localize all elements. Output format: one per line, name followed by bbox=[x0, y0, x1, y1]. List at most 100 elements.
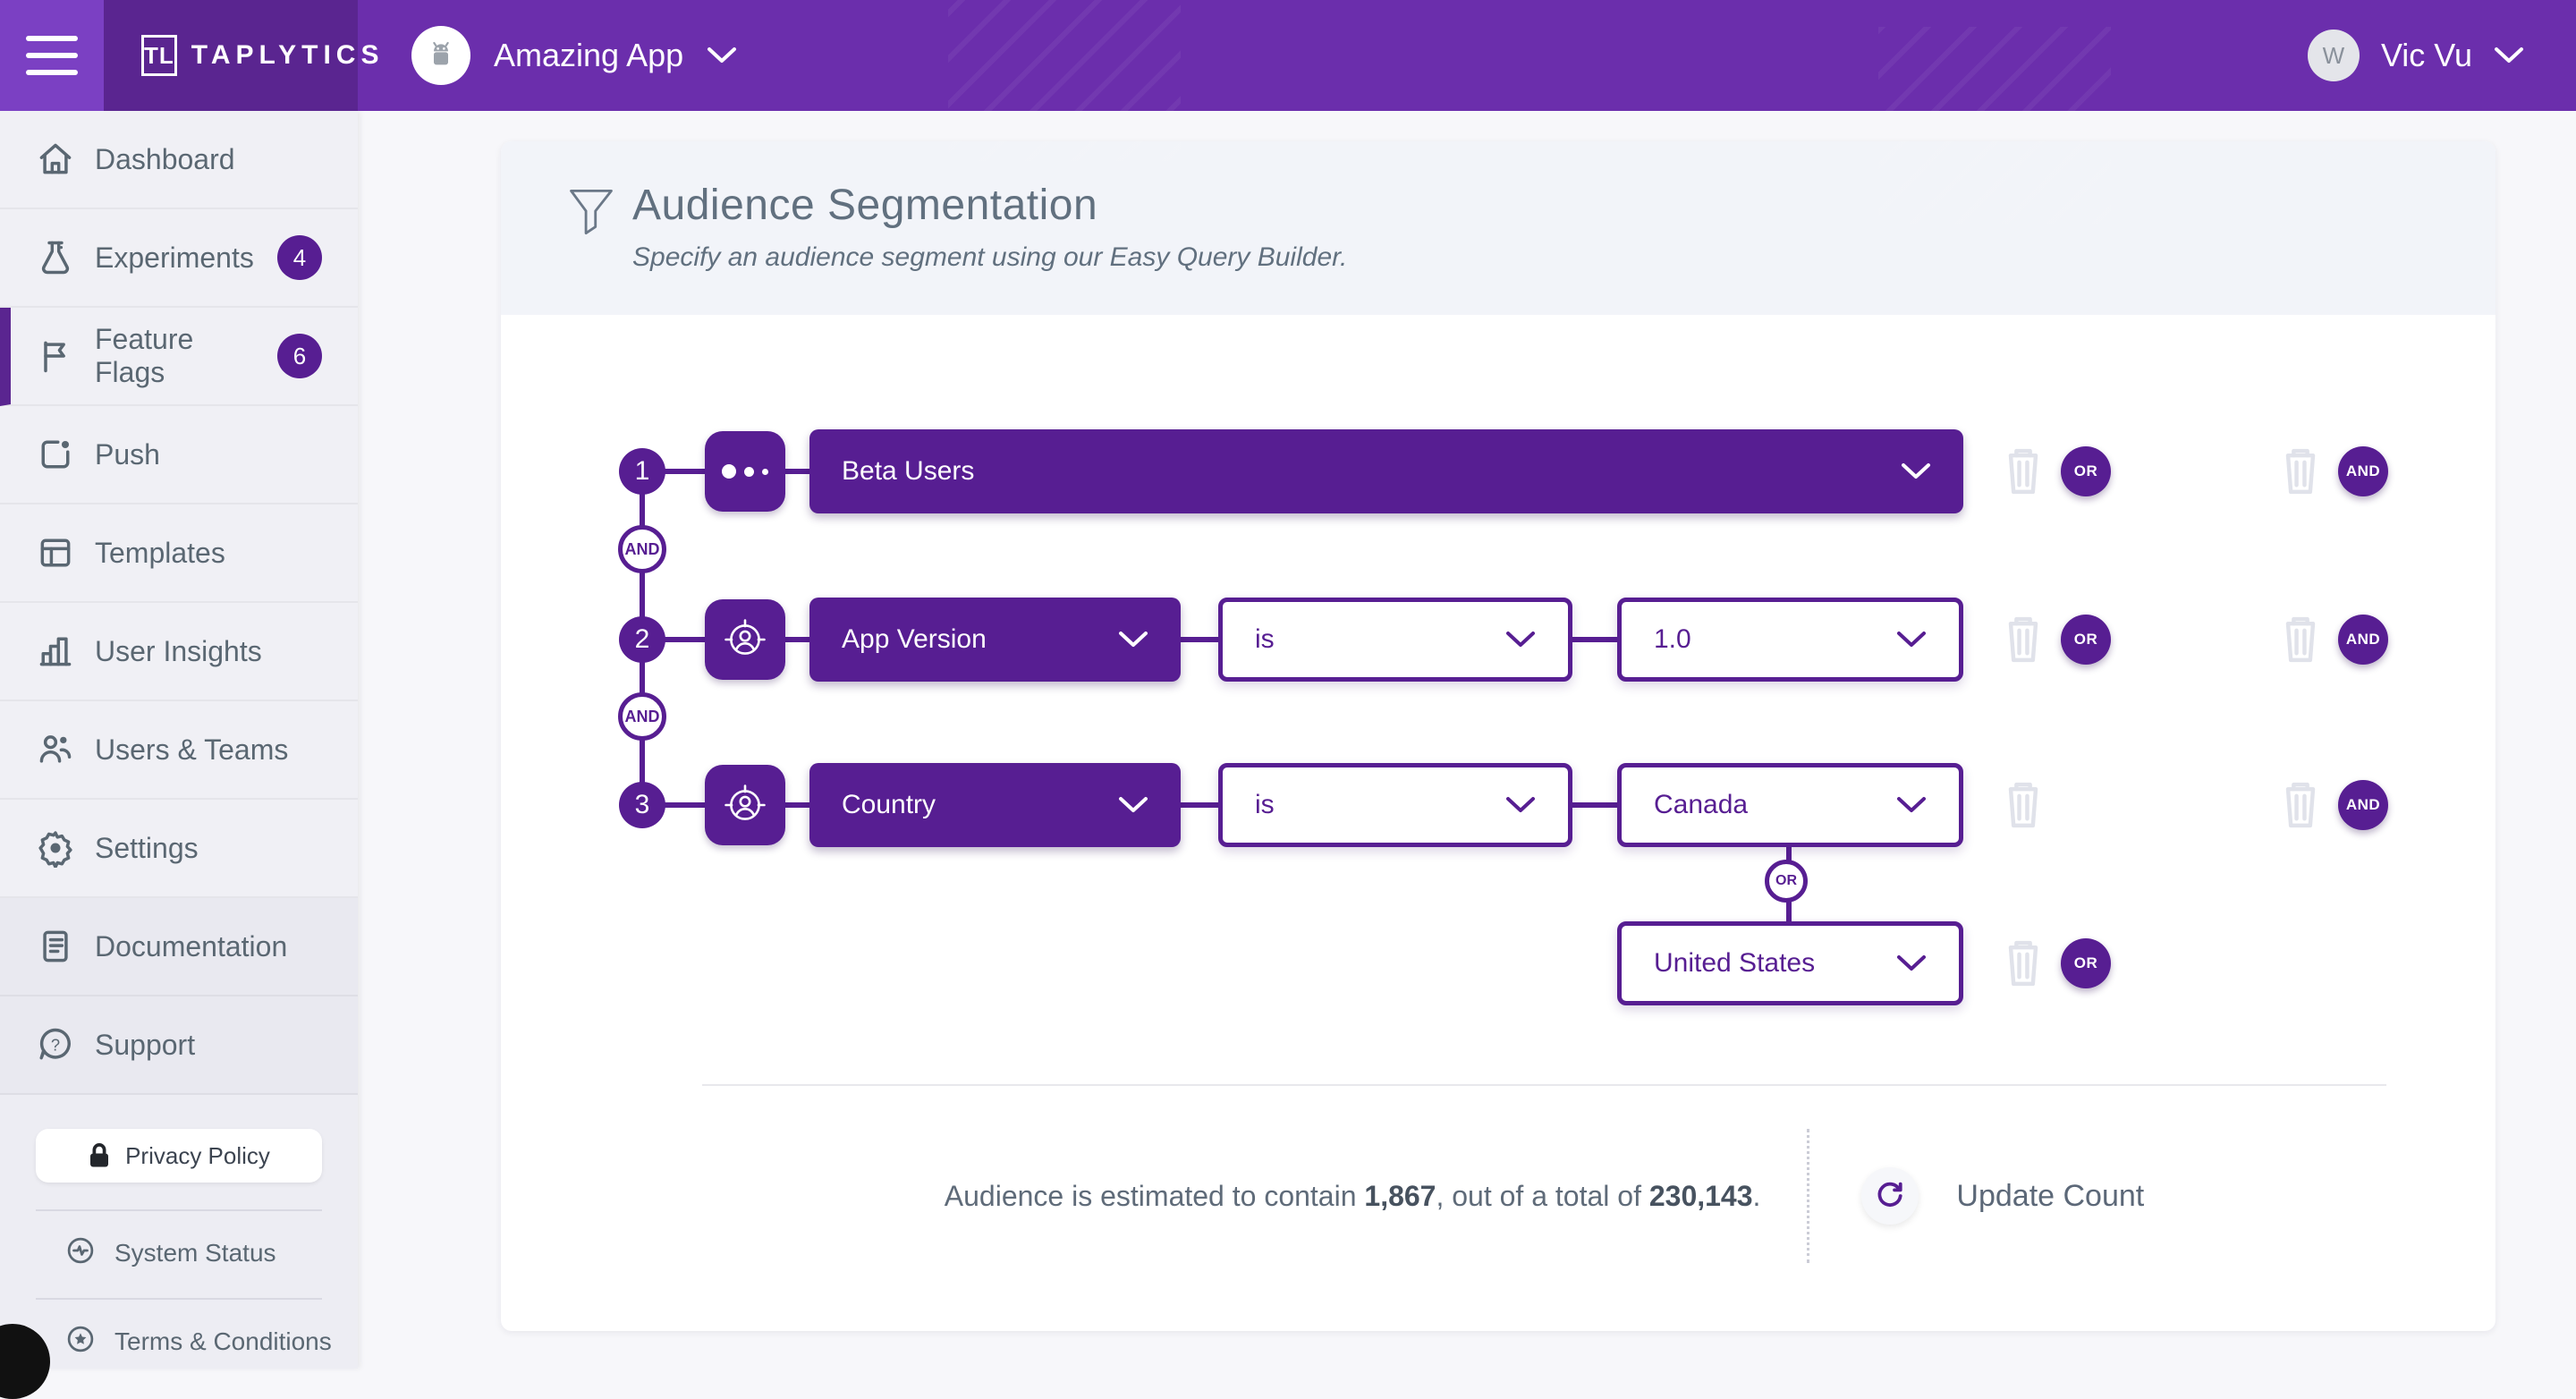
sidebar-item-push[interactable]: Push bbox=[0, 406, 358, 504]
dotted-divider bbox=[1807, 1129, 1809, 1263]
avatar: W bbox=[2308, 30, 2360, 81]
or-badge[interactable]: OR bbox=[2061, 446, 2111, 496]
trash-icon[interactable] bbox=[2003, 938, 2044, 988]
estimate-count: 1,867 bbox=[1364, 1180, 1436, 1212]
sidebar-item-users-teams[interactable]: Users & Teams bbox=[0, 701, 358, 800]
connector-line bbox=[1181, 802, 1218, 808]
push-icon bbox=[36, 435, 75, 474]
hamburger-menu-button[interactable] bbox=[0, 0, 104, 111]
chevron-down-icon bbox=[1118, 631, 1148, 649]
terms-conditions-link[interactable]: Terms & Conditions bbox=[0, 1323, 358, 1360]
divider bbox=[702, 1084, 2386, 1086]
row-number: 1 bbox=[619, 448, 665, 495]
operator-dropdown[interactable]: is bbox=[1218, 598, 1572, 682]
privacy-policy-label: Privacy Policy bbox=[125, 1142, 270, 1170]
refresh-icon bbox=[1873, 1179, 1907, 1213]
system-status-label: System Status bbox=[114, 1239, 276, 1268]
value-dropdown-value: Canada bbox=[1654, 790, 1748, 820]
sidebar-item-label: Push bbox=[95, 438, 358, 471]
taplytics-logo[interactable]: TL TAPLYTICS bbox=[104, 0, 358, 111]
and-badge[interactable]: AND bbox=[2338, 615, 2388, 665]
document-icon bbox=[36, 927, 75, 966]
topbar-stripe-decoration bbox=[1878, 27, 2111, 224]
terms-conditions-label: Terms & Conditions bbox=[114, 1327, 332, 1356]
experiments-count-badge: 4 bbox=[277, 235, 322, 280]
row-number: 3 bbox=[619, 782, 665, 828]
sidebar-item-label: User Insights bbox=[95, 635, 358, 668]
sidebar-item-experiments[interactable]: Experiments 4 bbox=[0, 209, 358, 308]
gear-icon bbox=[36, 828, 75, 868]
main-content: Audience Segmentation Specify an audienc… bbox=[358, 111, 2576, 1369]
or-connector[interactable]: OR bbox=[1765, 860, 1808, 903]
topbar-stripe-decoration bbox=[948, 0, 1181, 161]
chevron-down-icon bbox=[1896, 796, 1927, 814]
sidebar-item-user-insights[interactable]: User Insights bbox=[0, 603, 358, 701]
trash-icon[interactable] bbox=[2003, 446, 2044, 496]
sidebar-item-templates[interactable]: Templates bbox=[0, 504, 358, 603]
sidebar-item-label: Dashboard bbox=[95, 143, 358, 176]
divider bbox=[36, 1298, 322, 1300]
attribute-dropdown[interactable]: App Version bbox=[809, 598, 1181, 682]
users-icon bbox=[36, 730, 75, 769]
sidebar-item-label: Users & Teams bbox=[95, 733, 358, 767]
value-dropdown[interactable]: 1.0 bbox=[1617, 598, 1963, 682]
or-badge[interactable]: OR bbox=[2061, 615, 2111, 665]
and-connector[interactable]: AND bbox=[618, 692, 666, 741]
and-badge[interactable]: AND bbox=[2338, 780, 2388, 830]
or-badge[interactable]: OR bbox=[2061, 938, 2111, 988]
taplytics-logo-mark-icon: TL bbox=[141, 35, 177, 76]
sidebar-item-support[interactable]: ? Support bbox=[0, 996, 358, 1095]
value-dropdown-value: United States bbox=[1654, 948, 1815, 979]
chevron-down-icon bbox=[2494, 47, 2524, 64]
flag-icon bbox=[36, 336, 75, 376]
trash-icon[interactable] bbox=[2003, 780, 2044, 830]
sidebar-item-settings[interactable]: Settings bbox=[0, 800, 358, 898]
trash-icon[interactable] bbox=[2280, 615, 2321, 665]
operator-dropdown[interactable]: is bbox=[1218, 763, 1572, 847]
templates-icon bbox=[36, 533, 75, 572]
chevron-down-icon bbox=[1505, 631, 1536, 649]
and-badge[interactable]: AND bbox=[2338, 446, 2388, 496]
value-dropdown[interactable]: United States bbox=[1617, 921, 1963, 1005]
attribute-dropdown-value: App Version bbox=[842, 624, 987, 655]
segment-dropdown[interactable]: Beta Users bbox=[809, 429, 1963, 513]
sidebar-item-documentation[interactable]: Documentation bbox=[0, 898, 358, 996]
taplytics-logo-text: TAPLYTICS bbox=[191, 40, 385, 71]
privacy-policy-button[interactable]: Privacy Policy bbox=[36, 1129, 322, 1183]
sidebar-item-label: Documentation bbox=[95, 930, 358, 963]
trash-icon[interactable] bbox=[2280, 780, 2321, 830]
android-app-icon bbox=[411, 26, 470, 85]
value-dropdown[interactable]: Canada bbox=[1617, 763, 1963, 847]
audience-segmentation-card: Audience Segmentation Specify an audienc… bbox=[501, 141, 2496, 1331]
star-circle-icon bbox=[64, 1323, 97, 1360]
operator-dropdown-value: is bbox=[1255, 790, 1275, 820]
segment-dropdown-value: Beta Users bbox=[842, 456, 974, 487]
connector-line bbox=[1572, 802, 1617, 808]
attribute-dropdown[interactable]: Country bbox=[809, 763, 1181, 847]
estimate-suffix: . bbox=[1753, 1180, 1761, 1212]
bar-chart-icon bbox=[36, 632, 75, 671]
trash-icon[interactable] bbox=[2003, 615, 2044, 665]
sidebar-item-label: Feature Flags bbox=[95, 323, 258, 389]
update-count-button[interactable] bbox=[1861, 1167, 1919, 1225]
support-chat-icon: ? bbox=[36, 1025, 75, 1064]
chevron-down-icon bbox=[1896, 631, 1927, 649]
update-count-label[interactable]: Update Count bbox=[1956, 1179, 2144, 1214]
trash-icon[interactable] bbox=[2280, 446, 2321, 496]
estimate-middle: , out of a total of bbox=[1436, 1180, 1648, 1212]
and-connector[interactable]: AND bbox=[618, 525, 666, 573]
top-bar: TL TAPLYTICS Amazing App W Vic Vu bbox=[0, 0, 2576, 111]
connector-line bbox=[1181, 637, 1218, 642]
system-status-icon bbox=[64, 1234, 97, 1271]
system-status-link[interactable]: System Status bbox=[0, 1234, 358, 1271]
sidebar-item-feature-flags[interactable]: Feature Flags 6 bbox=[0, 308, 358, 406]
app-selector-dropdown[interactable]: Amazing App bbox=[411, 0, 737, 111]
flask-icon bbox=[36, 238, 75, 277]
value-dropdown-value: 1.0 bbox=[1654, 624, 1691, 655]
sidebar-item-label: Settings bbox=[95, 832, 358, 865]
segment-ellipsis-icon bbox=[705, 431, 785, 512]
sidebar-item-dashboard[interactable]: Dashboard bbox=[0, 111, 358, 209]
chevron-down-icon bbox=[1901, 462, 1931, 480]
user-menu-dropdown[interactable]: W Vic Vu bbox=[2308, 0, 2524, 111]
chevron-down-icon bbox=[707, 47, 737, 64]
